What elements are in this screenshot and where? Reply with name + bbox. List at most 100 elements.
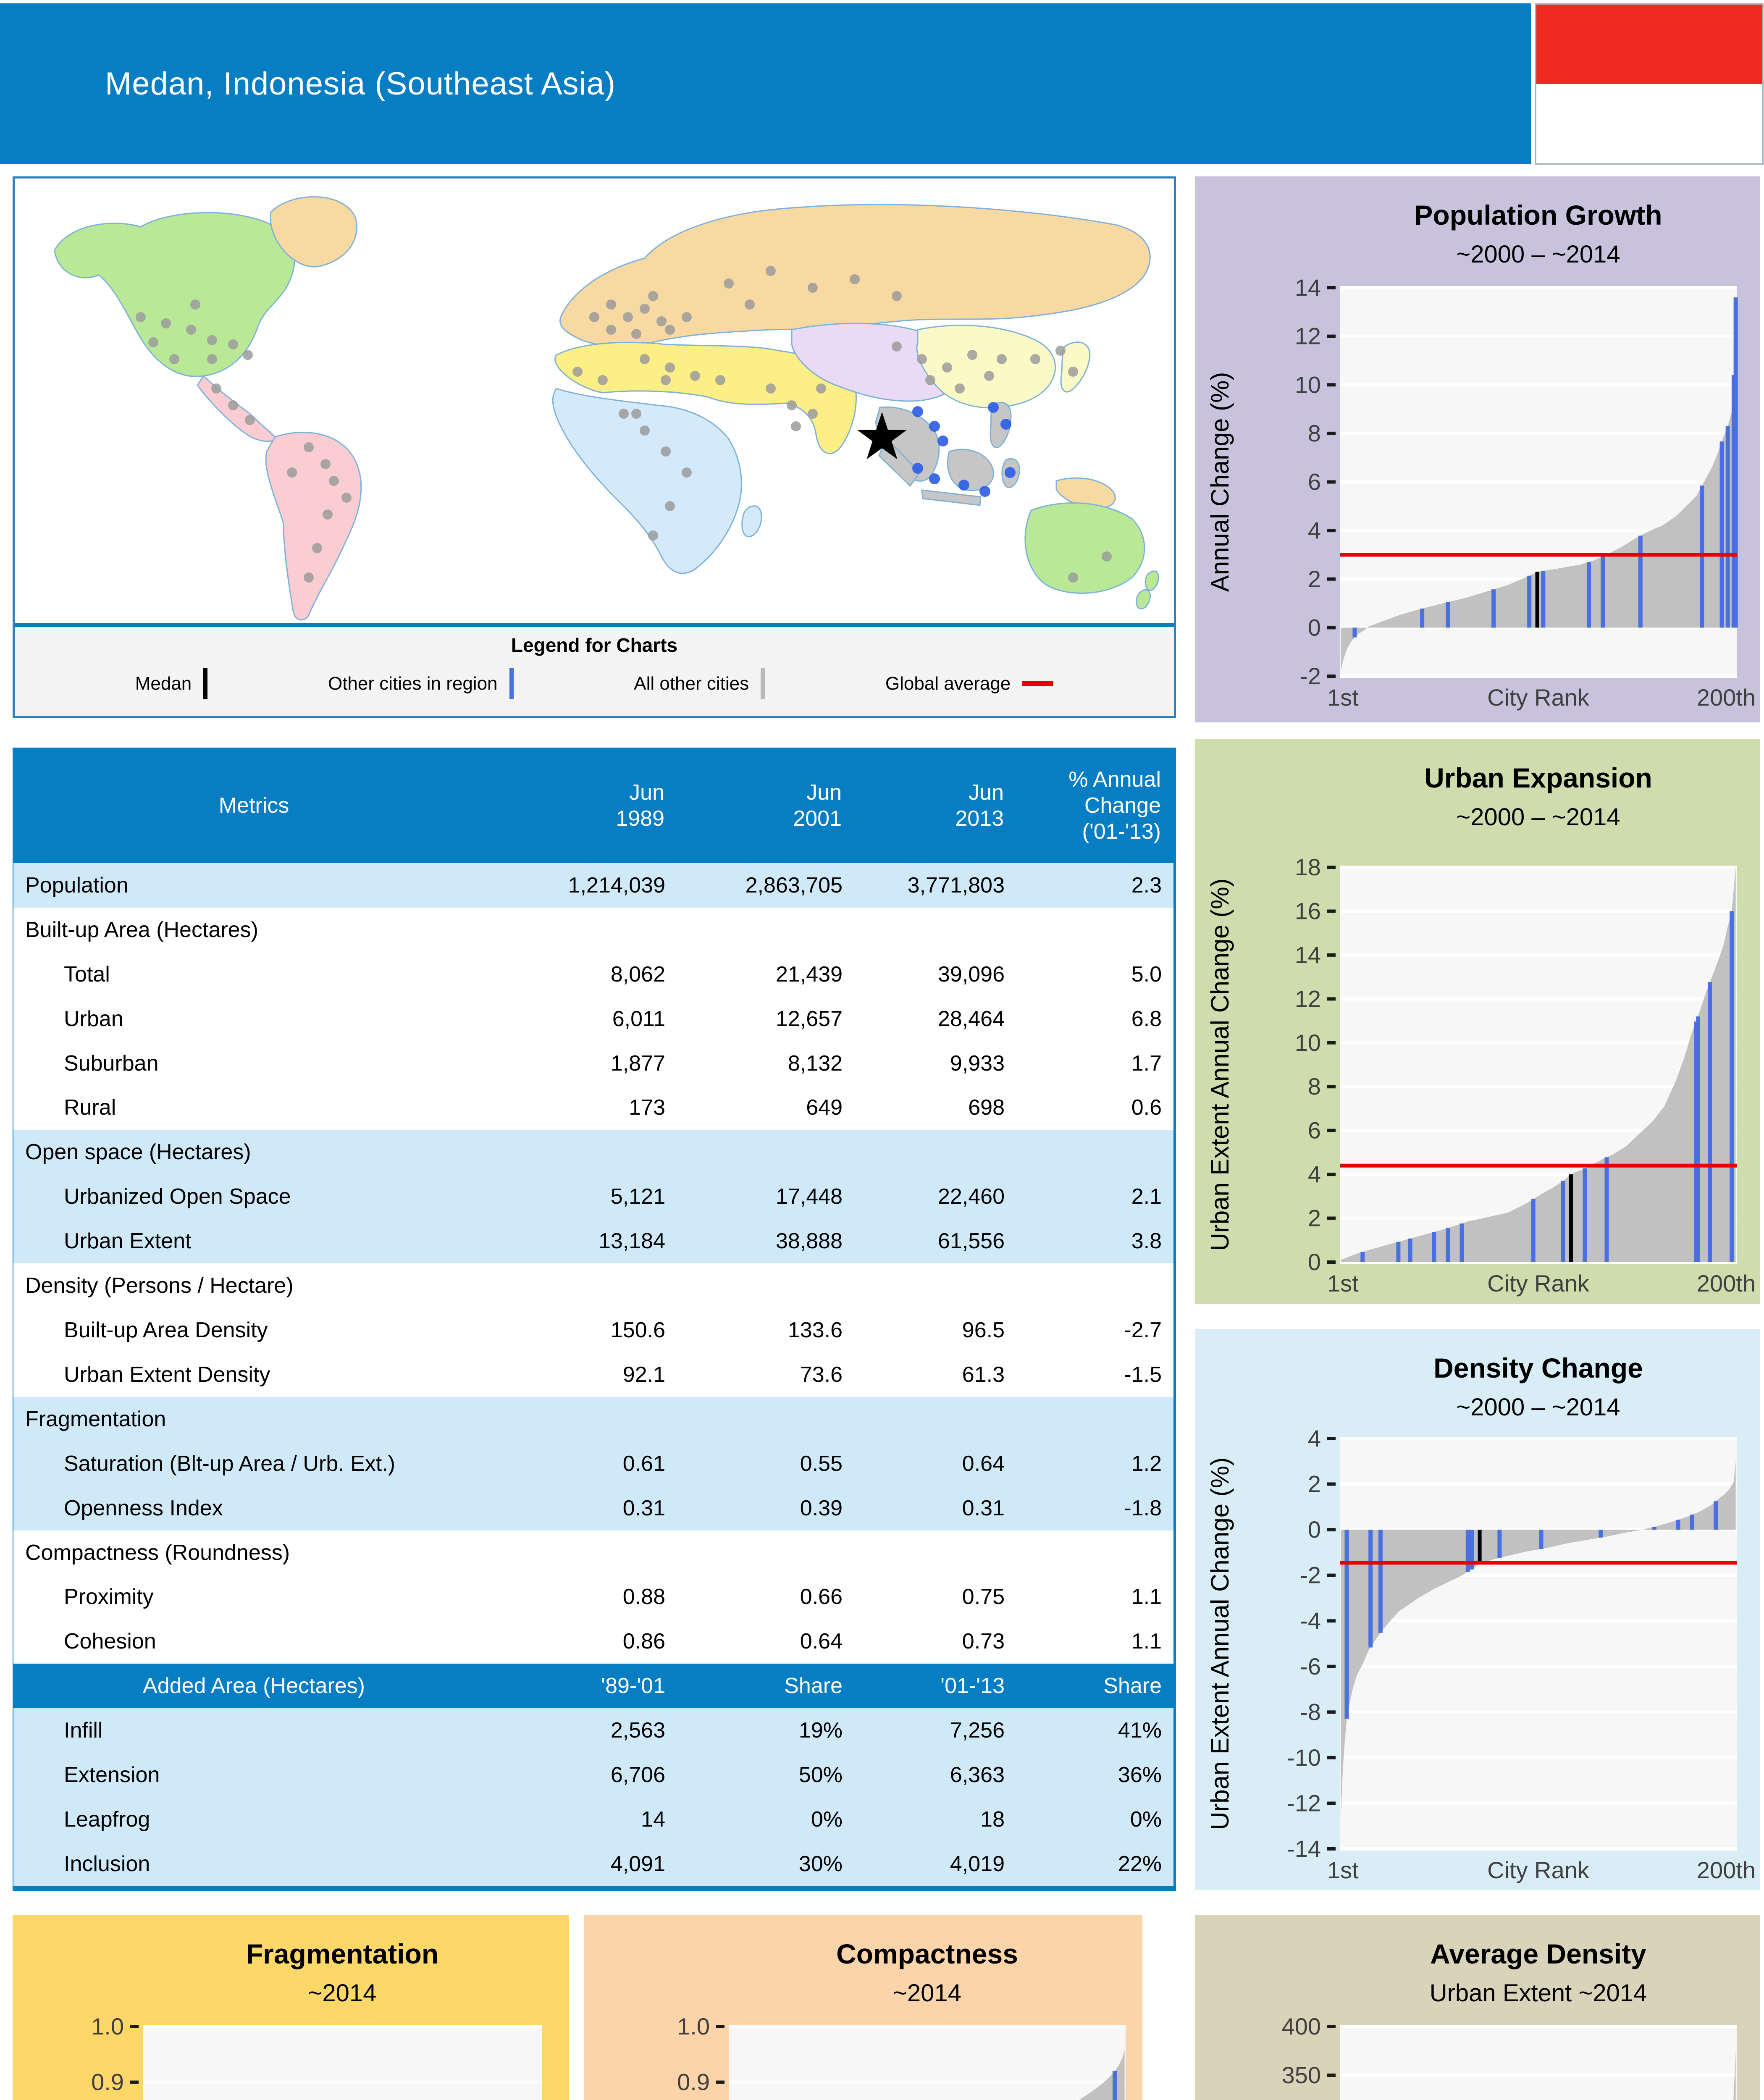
- city-dot: [606, 325, 616, 335]
- city-dot: [766, 383, 776, 394]
- y-tick-label: 8: [1308, 1073, 1321, 1100]
- city-dot: [1068, 367, 1078, 377]
- row-value: 1.7: [1131, 1051, 1162, 1076]
- chart-subtitle: ~2014: [308, 1979, 377, 2007]
- region-greenland: [270, 196, 357, 268]
- row-value: 0.31: [962, 1496, 1005, 1520]
- row-value: 1,877: [610, 1051, 665, 1076]
- row-value: 3.8: [1131, 1229, 1162, 1254]
- chart-title: Urban Expansion: [1424, 762, 1652, 793]
- table-row: Openness Index 0.31 0.39 0.31 -1.8: [13, 1486, 1173, 1530]
- y-tick-label: 0: [1308, 614, 1321, 640]
- city-dot: [1068, 572, 1078, 583]
- row-value: 0.66: [800, 1585, 843, 1609]
- legend-item-label: All other cities: [634, 673, 749, 694]
- table-row: Population 1,214,039 2,863,705 3,771,803 2.3: [13, 863, 1173, 908]
- y-tick-label: 0: [1308, 1516, 1321, 1543]
- region-new-zealand-north: [1144, 570, 1159, 591]
- y-tick-label: 0.9: [91, 2069, 124, 2095]
- row-value: 14: [641, 1807, 665, 1832]
- row-value: 0.75: [962, 1585, 1005, 1609]
- table-row: Suburban 1,877 8,132 9,933 1.7: [13, 1041, 1173, 1086]
- row-value: 0.88: [622, 1585, 665, 1609]
- chart-title: Fragmentation: [246, 1938, 438, 1969]
- y-axis-label: Urban Extent Annual Change (%): [1206, 1457, 1234, 1830]
- region-city-dot: [988, 402, 999, 413]
- table-section-row: Fragmentation: [13, 1396, 1173, 1441]
- table-row: Leapfrog 14 0% 18 0%: [13, 1797, 1173, 1842]
- region-city-dot: [979, 486, 990, 497]
- row-value: 173: [629, 1095, 665, 1120]
- city-dot: [161, 318, 171, 328]
- y-tick-label: 12: [1295, 985, 1321, 1012]
- row-label: Suburban: [64, 1051, 159, 1076]
- city-dot: [665, 501, 675, 511]
- city-dot: [207, 335, 217, 345]
- city-dot: [623, 312, 633, 322]
- legend-items: Medan Other cities in region All other cit…: [15, 668, 1174, 699]
- city-dot: [572, 367, 583, 377]
- row-label: Urban: [64, 1006, 123, 1031]
- x-label-last: 200th: [1697, 1857, 1756, 1883]
- x-label-last: 200th: [1697, 1270, 1756, 1297]
- black-marker-icon: [203, 668, 208, 699]
- region-new-zealand-south: [1135, 589, 1151, 609]
- region-city-dot: [929, 421, 940, 432]
- row-value: 17,448: [775, 1184, 843, 1209]
- y-tick-label: 0.9: [677, 2069, 710, 2095]
- city-dot: [648, 530, 658, 541]
- row-value: 1,214,039: [568, 873, 665, 898]
- row-value: 13,184: [598, 1229, 665, 1254]
- table-row: Extension 6,706 50% 6,363 36%: [13, 1753, 1173, 1798]
- region-city-dot: [958, 480, 969, 491]
- distribution-area: [1341, 867, 1736, 1262]
- row-value: 4,019: [950, 1851, 1005, 1876]
- city-dot: [997, 354, 1007, 364]
- population-growth-svg: Population Growth ~2000 – ~2014 -2 0 2 4 6 8 10 1…: [1206, 200, 1756, 711]
- city-dot: [808, 409, 818, 419]
- row-value: 61.3: [962, 1362, 1005, 1387]
- city-dot: [665, 325, 675, 335]
- row-value: 30%: [798, 1851, 843, 1876]
- city-dot: [917, 354, 927, 364]
- region-city-dot: [929, 473, 940, 484]
- indonesia-flag: [1535, 3, 1764, 165]
- table-col-metrics: Metrics: [218, 793, 289, 818]
- chart-subtitle: ~2000 – ~2014: [1456, 1394, 1620, 1421]
- city-dot: [1055, 346, 1066, 356]
- row-value: 0.86: [622, 1629, 665, 1654]
- chart-subtitle: ~2000 – ~2014: [1456, 803, 1620, 831]
- y-tick-label: 12: [1295, 323, 1321, 349]
- row-value: 39,096: [937, 962, 1005, 987]
- region-east-asia: [916, 325, 1056, 409]
- row-value: 698: [968, 1095, 1005, 1120]
- medan-star-icon: [857, 412, 907, 459]
- row-value: 0.64: [962, 1451, 1005, 1476]
- city-dot: [724, 278, 734, 289]
- city-dot: [304, 442, 314, 452]
- row-label: Population: [25, 873, 129, 898]
- legend-title: Legend for Charts: [511, 634, 678, 656]
- table-row: Total 8,062 21,439 39,096 5.0: [13, 952, 1173, 997]
- row-value: 8,062: [610, 962, 665, 987]
- table-col-header: Jun 2013: [955, 780, 1004, 831]
- chart-urban-expansion: Urban Expansion ~2000 – ~2014 0 2 4 6 8 10 12 14 1…: [1195, 739, 1760, 1304]
- legend-item-label: Other cities in region: [328, 673, 498, 694]
- table-subheader-row: Added Area (Hectares) '89-'01 Share '01-'13…: [13, 1664, 1173, 1709]
- row-label: Urban Extent: [64, 1229, 192, 1254]
- region-city-dot: [912, 463, 923, 474]
- legend-item: All other cities: [634, 668, 765, 699]
- table-row: Saturation (Blt-up Area / Urb. Ext.) 0.61…: [13, 1441, 1173, 1486]
- y-tick-label: -4: [1300, 1607, 1321, 1634]
- table-row: Urban 6,011 12,657 28,464 6.8: [13, 996, 1173, 1041]
- row-label: Built-up Area Density: [64, 1318, 268, 1343]
- table-section-row: Built-up Area (Hectares): [13, 907, 1173, 952]
- city-dot: [190, 299, 200, 310]
- chart-subtitle: ~2014: [893, 1979, 961, 2007]
- y-tick-label: 8: [1308, 420, 1321, 446]
- density-change-svg: Density Change ~2000 – ~2014 -14 -12 -10 -8 -6…: [1206, 1352, 1756, 1883]
- city-dot: [850, 274, 860, 284]
- city-dot: [1102, 551, 1112, 562]
- y-tick-label: 4: [1308, 1425, 1321, 1452]
- world-map: [54, 196, 1159, 621]
